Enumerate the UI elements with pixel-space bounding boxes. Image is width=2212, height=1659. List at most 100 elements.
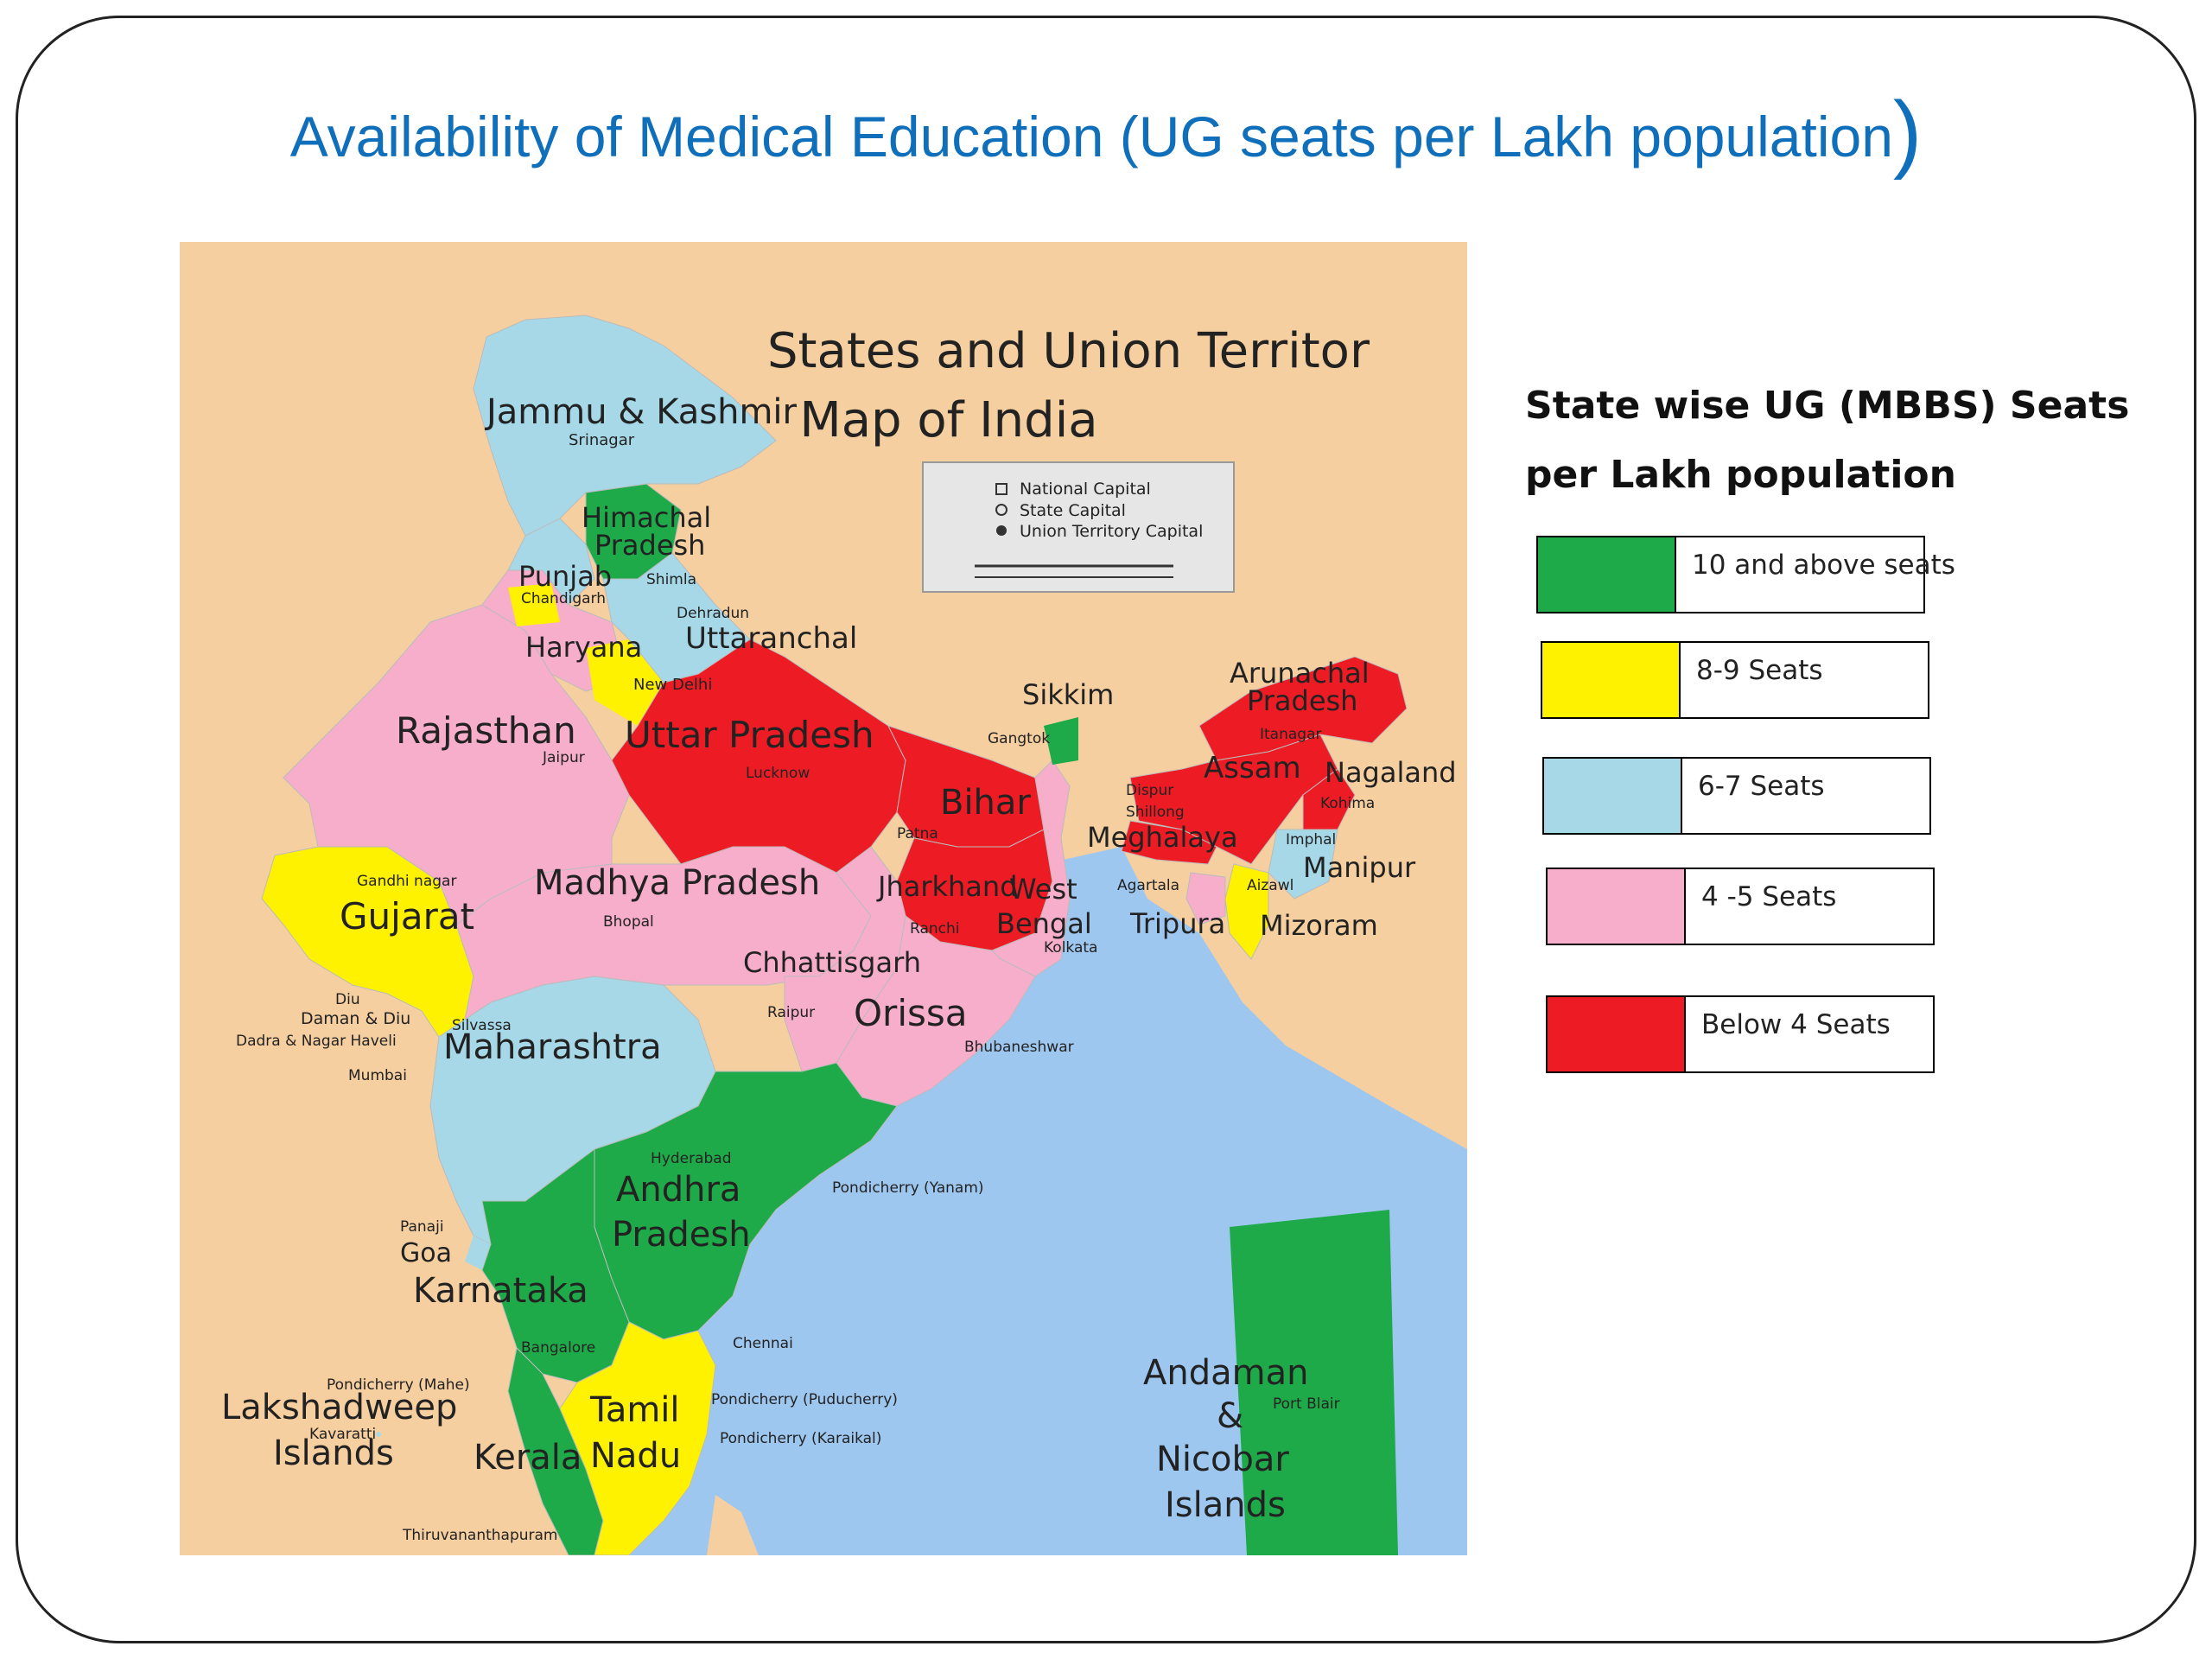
slide-title-text: Availability of Medical Education (UG se… [289,105,1893,168]
label-chhattisgarh: Chhattisgarh [743,946,921,979]
label-hp1: Himachal [582,501,711,534]
label-hp2: Pradesh [594,529,705,562]
map-key-national-capital: National Capital [1020,480,1151,499]
legend-swatch [1541,641,1679,719]
label-karnataka: Karnataka [413,1271,588,1311]
legend-label: Below 4 Seats [1701,1009,1891,1040]
label-silvassa: Silvassa [452,1017,512,1034]
label-srinagar: Srinagar [569,431,635,449]
label-wb2: Bengal [996,907,1092,940]
region-punjab [507,518,595,606]
region-meghalaya [1121,820,1217,865]
region-andaman-nicobar [1230,1210,1398,1555]
legend-label-box: 4 -5 Seats [1684,868,1935,945]
label-punjab: Punjab [518,560,612,593]
label-gangtok: Gangtok [988,730,1050,747]
label-dehradun: Dehradun [677,605,749,622]
label-gujarat: Gujarat [340,895,474,938]
legend-label: 4 -5 Seats [1701,881,1837,912]
label-mahe: Pondicherry (Mahe) [327,1376,470,1394]
label-mp: Madhya Pradesh [534,863,820,903]
label-shillong: Shillong [1126,804,1185,821]
label-dispur: Dispur [1126,782,1173,799]
label-goa: Goa [400,1238,452,1268]
label-karaikal: Pondicherry (Karaikal) [720,1430,881,1447]
sri-lanka [707,1495,759,1555]
legend-swatch [1536,536,1675,613]
label-jaipur: Jaipur [542,749,585,766]
label-mumbai: Mumbai [348,1067,407,1084]
label-panaji: Panaji [400,1218,444,1236]
map-key: National Capital State Capital Union Ter… [922,461,1235,593]
map-key-ut-capital: Union Territory Capital [1020,522,1203,541]
label-shimla: Shimla [646,571,696,588]
label-patna: Patna [897,825,938,842]
map-heading-line2: Map of India [799,392,1097,448]
legend-label-box: Below 4 Seats [1684,995,1935,1073]
label-nagaland: Nagaland [1325,756,1457,789]
map-heading-line1: States and Union Territor [767,323,1370,379]
label-bhubaneshwar: Bhubaneshwar [964,1039,1074,1056]
label-raipur: Raipur [767,1004,815,1021]
label-diu: Diu [335,991,360,1008]
label-tn2: Nadu [590,1436,681,1476]
label-imphal: Imphal [1286,831,1336,849]
region-tamil-nadu [559,1321,716,1555]
label-yanam: Pondicherry (Yanam) [832,1179,984,1197]
label-an3: Nicobar [1156,1440,1289,1479]
region-lakshadweep [376,1432,381,1437]
label-lak2: Islands [273,1433,394,1473]
label-bangalore: Bangalore [521,1339,595,1357]
label-tn1: Tamil [589,1390,680,1430]
label-dnh: Dadra & Nagar Haveli [236,1033,397,1050]
map-labels: Jammu & Kashmir Srinagar Himachal Prades… [221,392,1457,1544]
label-arun2: Pradesh [1247,684,1357,717]
label-an2: & [1217,1396,1243,1436]
label-ap2: Pradesh [612,1215,751,1255]
label-wb1: West [1009,873,1077,906]
region-jammu-kashmir [473,315,777,537]
slide-title-paren: ) [1892,84,1923,181]
legend-label: 6-7 Seats [1698,771,1825,802]
label-kolkata: Kolkata [1044,939,1097,957]
legend-label: 10 and above seats [1692,550,1955,581]
label-orissa: Orissa [854,992,968,1034]
label-kavaratti: Kavaratti [309,1426,376,1443]
label-portblair: Port Blair [1273,1395,1340,1413]
label-sikkim: Sikkim [1022,678,1114,711]
label-manipur: Manipur [1303,851,1416,884]
label-an4: Islands [1165,1485,1286,1525]
legend-swatch [1546,995,1684,1073]
label-kerala: Kerala [474,1438,582,1478]
legend-swatch [1546,868,1684,945]
label-aizawl: Aizawl [1247,877,1294,894]
map-key-state-capital: State Capital [1020,501,1126,520]
legend-label-box: 8-9 Seats [1679,641,1929,719]
label-jk: Jammu & Kashmir [484,392,798,432]
region-tripura [1185,872,1226,925]
region-sikkim [1044,717,1078,765]
label-newdelhi: New Delhi [633,676,712,694]
label-tripura: Tripura [1129,907,1225,940]
region-chandigarh [508,583,560,626]
label-chandigarh: Chandigarh [521,590,606,607]
label-puducherry: Pondicherry (Puducherry) [711,1391,898,1408]
label-jharkhand: Jharkhand [876,870,1018,903]
legend-label: 8-9 Seats [1696,655,1823,686]
label-ap1: Andhra [616,1170,741,1210]
label-lucknow: Lucknow [746,765,810,782]
label-tvm: Thiruvananthapuram [402,1527,557,1544]
label-lak1: Lakshadweep [221,1388,457,1427]
label-maharashtra: Maharashtra [443,1027,662,1067]
legend-heading-line1: State wise UG (MBBS) Seats [1525,384,2130,428]
label-gandhinagar: Gandhi nagar [357,873,456,890]
label-daman: Daman & Diu [301,1009,410,1028]
label-hyderabad: Hyderabad [651,1150,732,1167]
label-assam: Assam [1204,751,1301,785]
label-itanagar: Itanagar [1260,726,1322,743]
label-mizoram: Mizoram [1260,909,1378,942]
label-chennai: Chennai [733,1335,793,1352]
label-arun1: Arunachal [1230,657,1370,690]
india-map: States and Union Territor Map of India N… [180,242,1467,1555]
label-uttaranchal: Uttaranchal [685,621,857,656]
